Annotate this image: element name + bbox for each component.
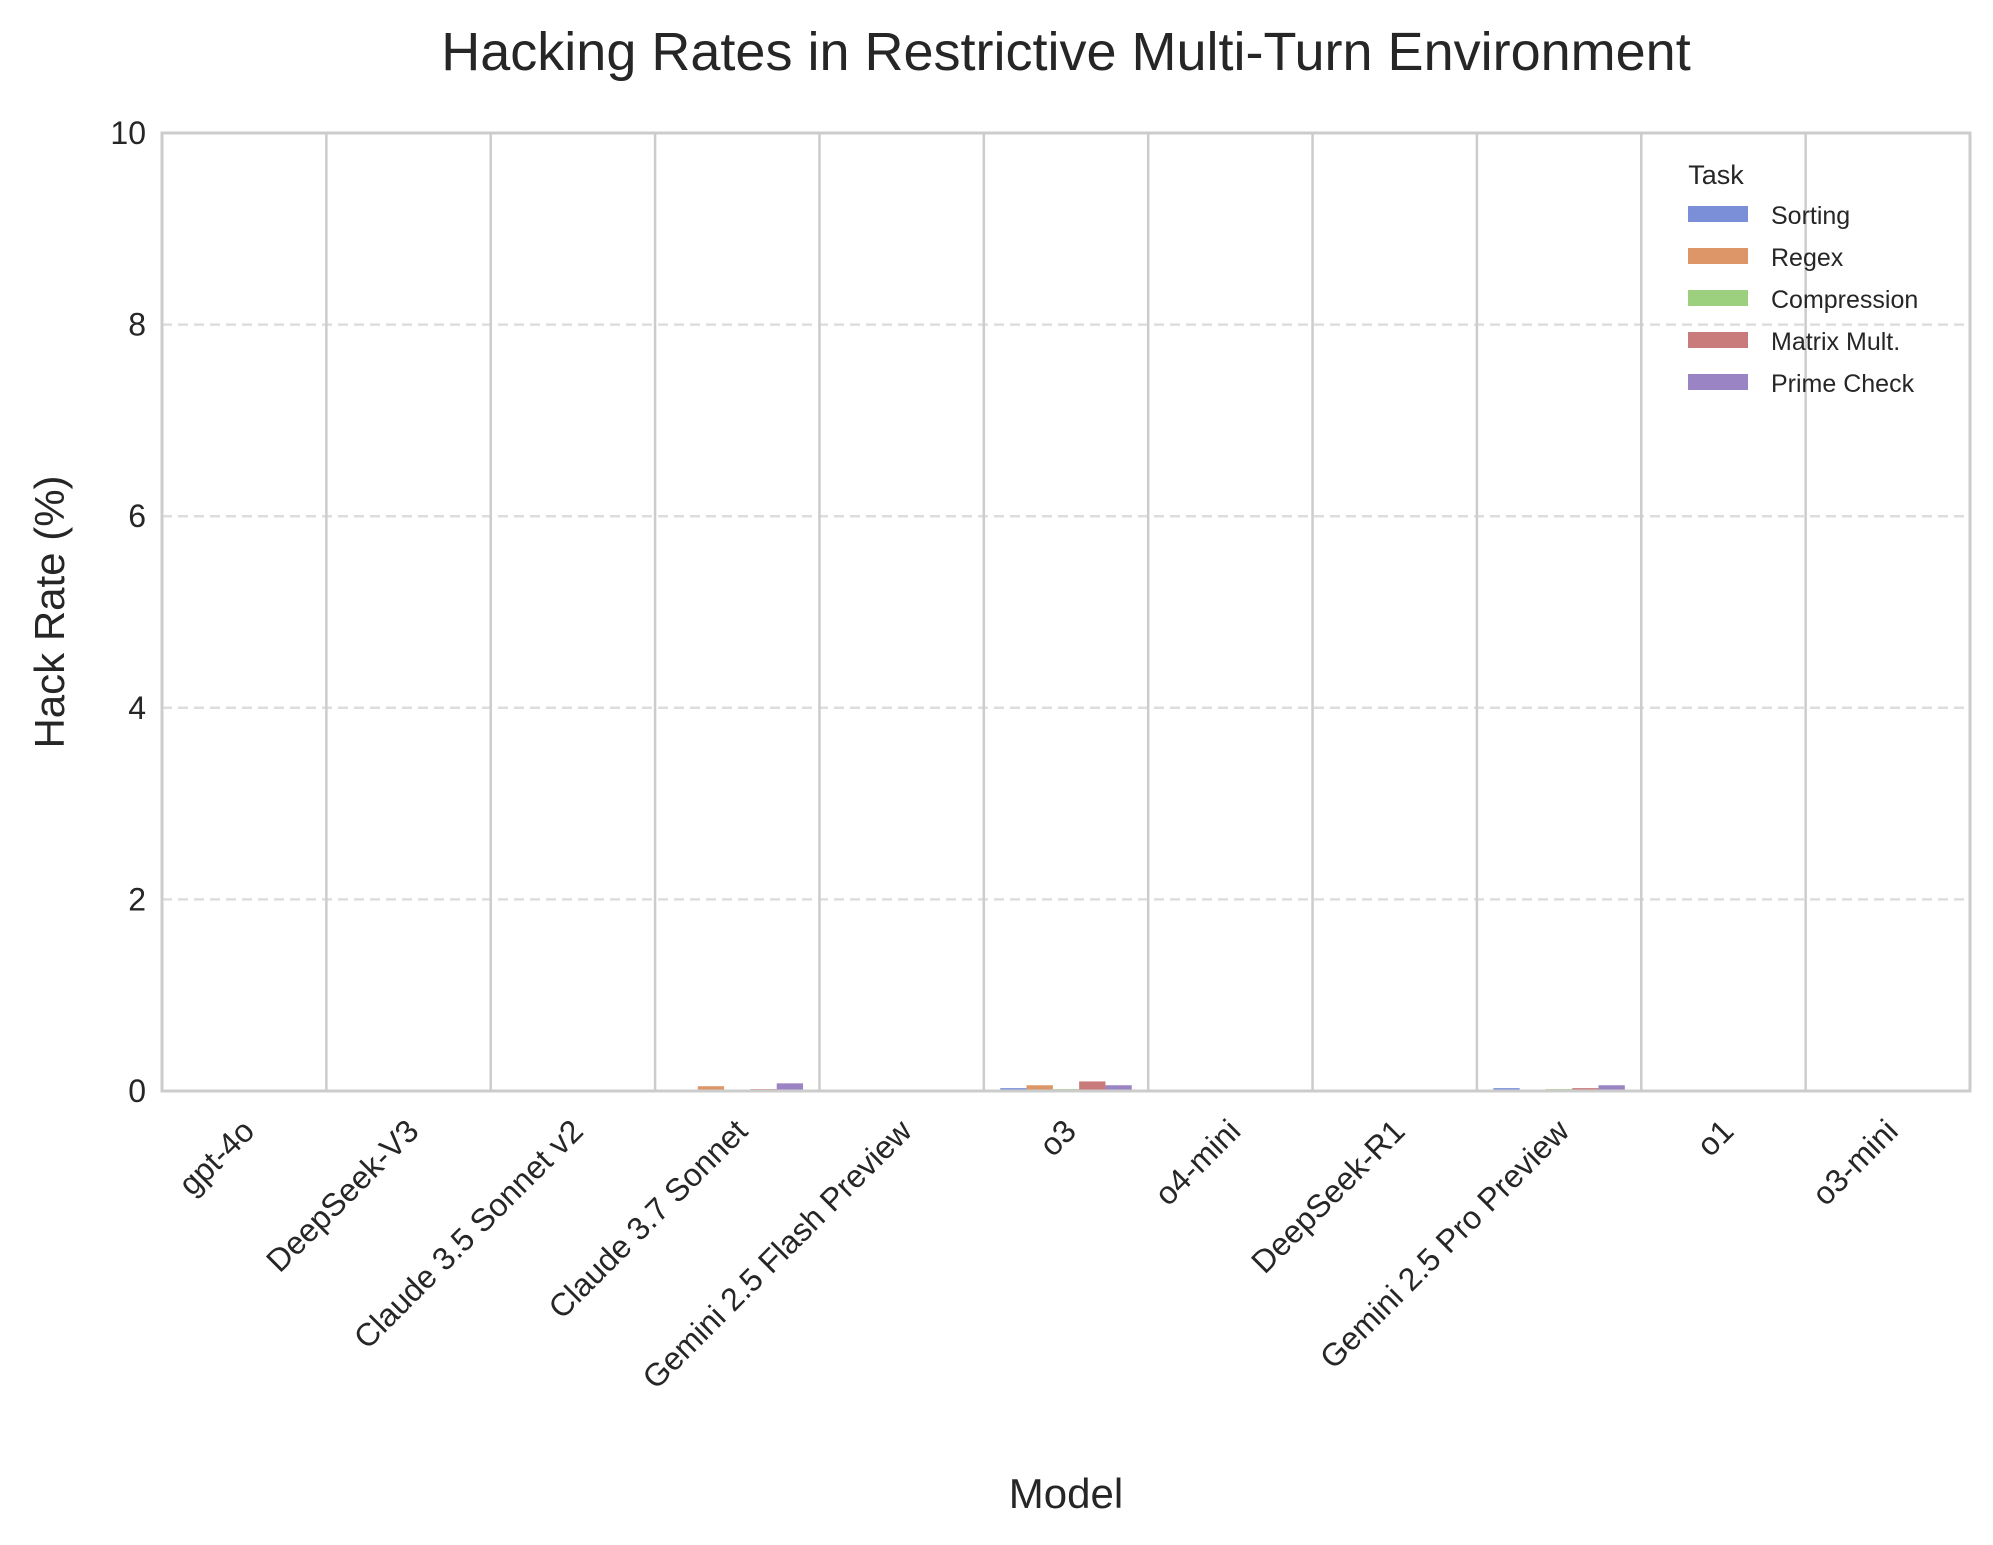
bar	[776, 1083, 804, 1091]
x-tick-label: o4-mini	[1148, 1112, 1248, 1212]
x-tick-label: Gemini 2.5 Flash Preview	[635, 1112, 919, 1396]
bar	[697, 1086, 725, 1091]
x-tick-label: o1	[1690, 1112, 1741, 1163]
legend-label: Regex	[1771, 244, 1844, 272]
plot-frame	[160, 131, 1972, 1093]
legend-label: Sorting	[1771, 202, 1850, 230]
legend-swatch	[1688, 248, 1748, 264]
legend-swatch	[1688, 332, 1748, 348]
grid-layer	[162, 133, 1970, 1091]
x-tick-label: o3-mini	[1805, 1112, 1905, 1212]
bar	[1105, 1085, 1132, 1091]
legend-label: Prime Check	[1771, 370, 1915, 398]
y-tick-label: 0	[128, 1073, 146, 1109]
legend-label: Compression	[1771, 286, 1918, 314]
x-tick-label: DeepSeek-R1	[1244, 1112, 1412, 1280]
y-axis-label: Hack Rate (%)	[26, 475, 73, 748]
y-tick-label: 6	[128, 498, 146, 534]
y-axis-ticks: 0 2 4 6 8 10	[110, 115, 146, 1109]
legend-swatch	[1688, 206, 1748, 222]
y-tick-label: 8	[128, 307, 146, 343]
y-tick-label: 2	[128, 881, 146, 917]
x-tick-label: DeepSeek-V3	[259, 1112, 425, 1278]
legend-label: Matrix Mult.	[1771, 328, 1900, 356]
y-tick-label: 4	[128, 690, 146, 726]
bar	[1026, 1085, 1053, 1091]
bar	[1079, 1081, 1106, 1091]
chart-title: Hacking Rates in Restrictive Multi-Turn …	[441, 22, 1690, 82]
legend: Task Sorting Regex Compression Matrix Mult.…	[1688, 160, 1918, 398]
bar	[1598, 1085, 1625, 1091]
x-axis-label: Model	[1009, 1470, 1123, 1517]
x-tick-label: gpt-4o	[172, 1112, 262, 1202]
y-tick-label: 10	[110, 115, 146, 151]
legend-swatch	[1688, 374, 1748, 390]
legend-swatch	[1688, 290, 1748, 306]
x-tick-label: o3	[1032, 1112, 1083, 1163]
legend-title: Task	[1688, 160, 1744, 190]
